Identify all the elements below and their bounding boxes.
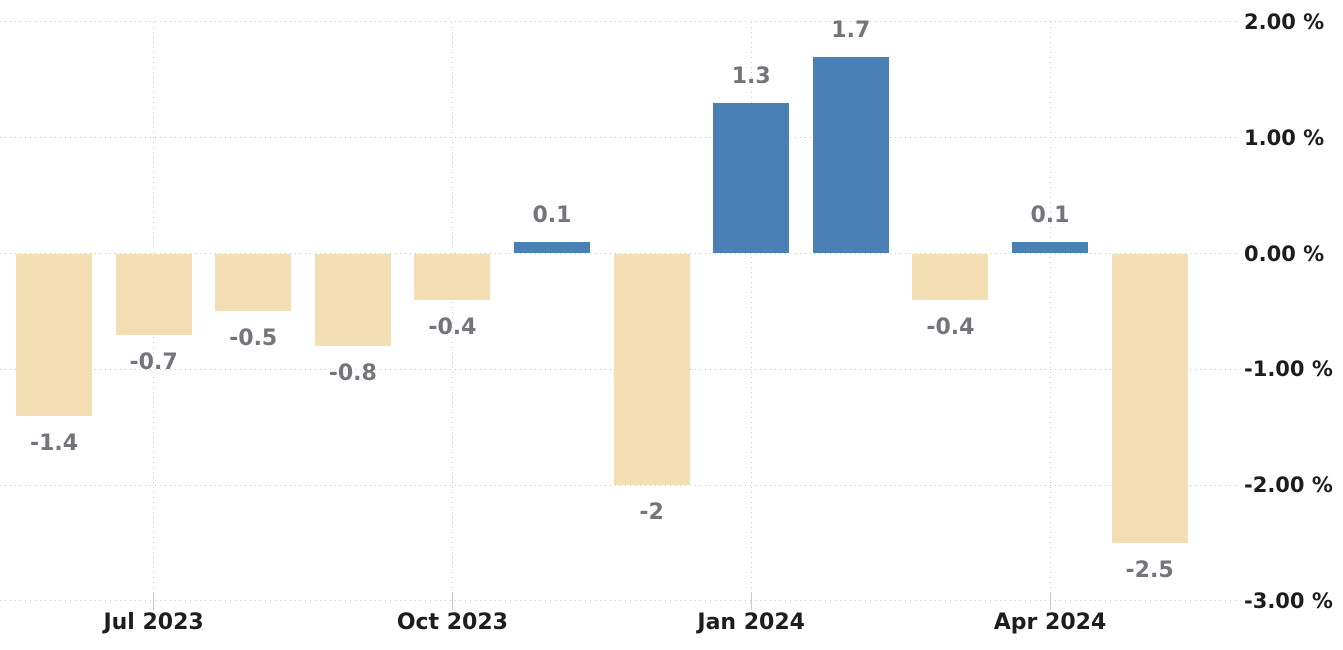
bar-value-label: 1.7 bbox=[831, 17, 871, 43]
bar-value-label: -1.4 bbox=[29, 430, 79, 456]
x-axis-tick-label: Apr 2024 bbox=[993, 610, 1107, 635]
bar-value-label: 0.1 bbox=[1030, 202, 1070, 228]
vertical-gridline bbox=[750, 21, 752, 601]
bar-positive[interactable] bbox=[514, 241, 590, 254]
y-axis-tick-label: -3.00 % bbox=[1244, 588, 1333, 613]
y-axis-tick-label: -2.00 % bbox=[1244, 473, 1333, 498]
horizontal-gridline bbox=[0, 600, 1237, 602]
axis-tick-mark bbox=[1049, 593, 1051, 610]
bar-positive[interactable] bbox=[1012, 241, 1088, 254]
horizontal-gridline bbox=[0, 21, 1237, 23]
horizontal-gridline bbox=[0, 137, 1237, 139]
bar-value-label: -0.8 bbox=[328, 361, 377, 387]
bar-value-label: -0.7 bbox=[129, 349, 178, 375]
bar-value-label: -0.5 bbox=[229, 326, 278, 352]
y-axis-tick-label: 0.00 % bbox=[1244, 241, 1325, 266]
vertical-gridline bbox=[451, 21, 453, 601]
bar-value-label: -2 bbox=[639, 500, 664, 526]
axis-tick-mark bbox=[153, 593, 155, 610]
bar-negative[interactable] bbox=[414, 253, 491, 300]
bar-negative[interactable] bbox=[1111, 253, 1188, 543]
y-axis-tick-label: 1.00 % bbox=[1244, 125, 1325, 150]
y-axis-tick-label: 2.00 % bbox=[1244, 9, 1325, 34]
bar-positive[interactable] bbox=[812, 56, 889, 254]
horizontal-gridline bbox=[0, 484, 1237, 486]
x-axis-tick-label: Oct 2023 bbox=[396, 610, 508, 635]
bar-negative[interactable] bbox=[215, 253, 292, 312]
y-axis-tick-label: -1.00 % bbox=[1244, 357, 1333, 382]
axis-tick-mark bbox=[750, 593, 752, 610]
bar-negative[interactable] bbox=[613, 253, 690, 486]
bar-negative[interactable] bbox=[912, 253, 989, 300]
bar-value-label: -0.4 bbox=[926, 314, 975, 340]
bar-value-label: -2.5 bbox=[1125, 558, 1174, 583]
bar-value-label: 0.1 bbox=[532, 202, 572, 228]
bar-negative[interactable] bbox=[115, 253, 192, 335]
x-axis-tick-label: Jul 2023 bbox=[103, 610, 204, 635]
bar-negative[interactable] bbox=[314, 253, 391, 347]
bar-value-label: -0.4 bbox=[428, 314, 477, 340]
bar-positive[interactable] bbox=[713, 102, 790, 254]
vertical-gridline bbox=[1049, 21, 1051, 601]
x-axis-tick-label: Jan 2024 bbox=[697, 610, 805, 635]
bar-value-label: 1.3 bbox=[731, 63, 771, 89]
bar-negative[interactable] bbox=[16, 253, 92, 416]
axis-tick-mark bbox=[451, 593, 453, 610]
